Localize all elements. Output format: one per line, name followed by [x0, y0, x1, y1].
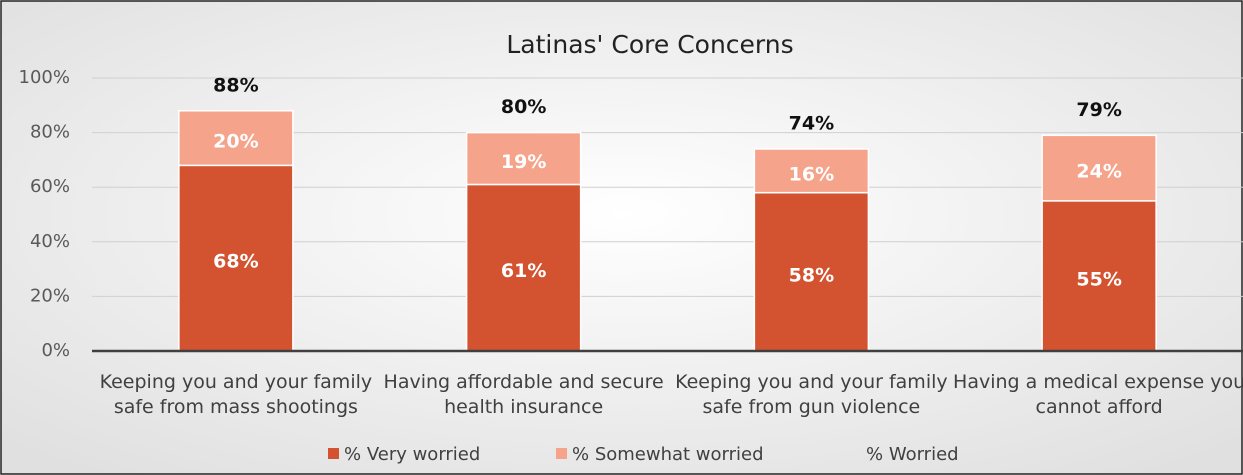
legend-label: % Very worried [344, 444, 480, 465]
bar-segment [753, 148, 870, 194]
data-label: 24% [1076, 161, 1121, 183]
bar-segment [753, 191, 870, 352]
x-tick-label: Having affordable and secure health insu… [383, 371, 664, 418]
bar-segment [1041, 200, 1157, 352]
data-label: 20% [213, 131, 258, 153]
x-tick-label: Having a medical expense you cannot affo… [953, 371, 1243, 418]
y-tick-label: 80% [30, 122, 70, 143]
x-tick-label: Keeping you and your family safe from ma… [99, 371, 373, 418]
total-label: 74% [789, 112, 834, 134]
legend-swatch [328, 448, 339, 459]
y-tick-label: 60% [30, 176, 70, 197]
data-label: 19% [501, 151, 546, 173]
y-tick-label: 100% [19, 67, 70, 88]
total-label: 79% [1076, 99, 1121, 121]
legend-label: % Somewhat worried [572, 444, 764, 465]
data-label: 16% [789, 163, 834, 185]
bar-segment [465, 183, 582, 352]
data-label: 68% [213, 251, 258, 273]
chart-title: Latinas' Core Concerns [506, 30, 793, 59]
total-label: 80% [501, 96, 546, 118]
data-label: 58% [789, 264, 834, 286]
data-label: 61% [501, 260, 546, 282]
bar-segment [465, 131, 582, 186]
y-tick-label: 40% [30, 231, 70, 252]
total-label: 88% [213, 74, 258, 96]
y-tick-label: 0% [41, 340, 70, 361]
y-tick-label: 20% [30, 285, 70, 306]
legend-swatch [556, 448, 567, 459]
legend-label: % Worried [866, 444, 959, 465]
bar-segment [178, 110, 294, 167]
bar-segment [1041, 134, 1157, 202]
data-label: 55% [1076, 268, 1121, 290]
x-tick-label: Keeping you and your family safe from gu… [675, 371, 948, 418]
